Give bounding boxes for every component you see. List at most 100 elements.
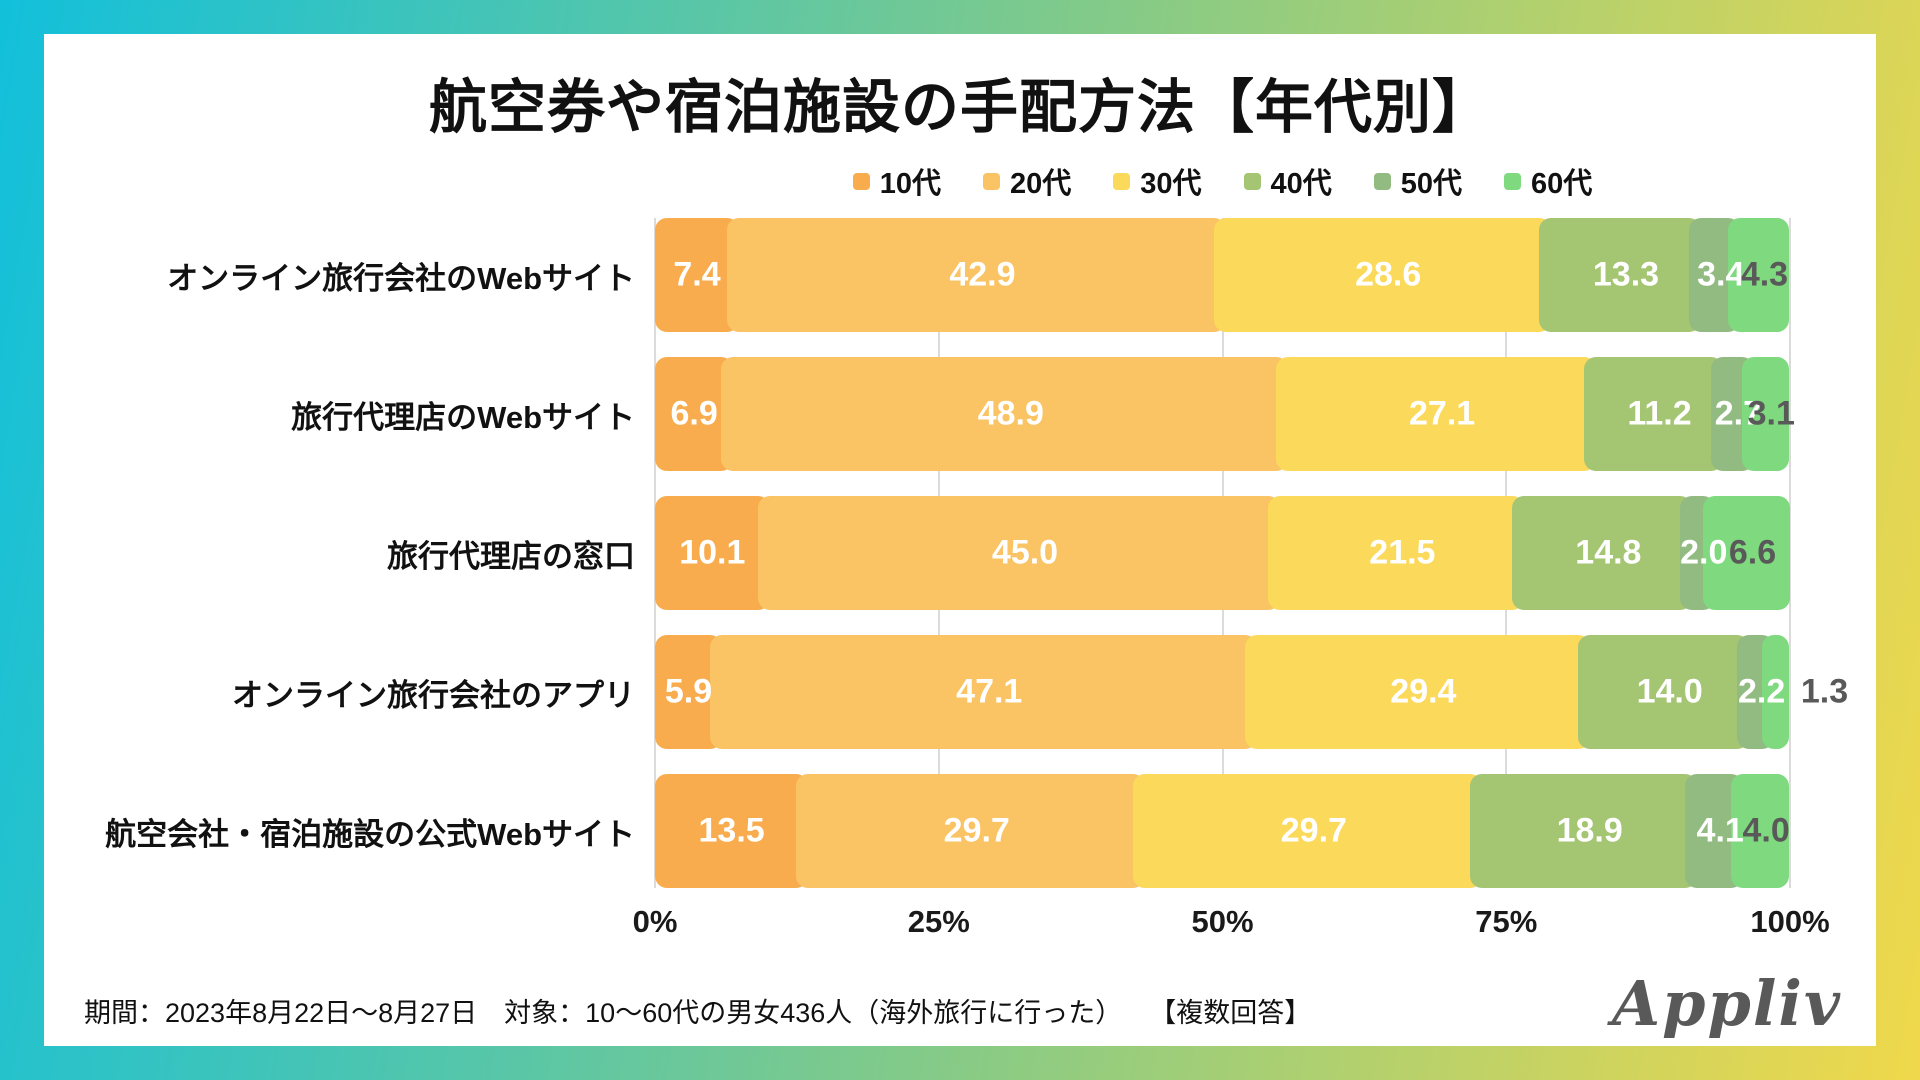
legend-swatch-icon bbox=[1373, 172, 1391, 190]
bar-segment-40代 bbox=[1538, 218, 1702, 332]
chart-row: オンライン旅行会社のアプリ 5.9 47.1 29.4 14.0 2.2 1.3 bbox=[44, 635, 1876, 749]
value-label-20代: 29.7 bbox=[943, 811, 1010, 850]
legend-item-10代: 10代 bbox=[852, 160, 941, 202]
legend-label: 50代 bbox=[1400, 168, 1463, 200]
legend-label: 20代 bbox=[1009, 168, 1072, 200]
value-label-60代: 6.6 bbox=[1728, 533, 1777, 572]
bar-segment-60代 bbox=[1741, 357, 1789, 471]
value-label-60代: 4.3 bbox=[1740, 255, 1789, 294]
bar-segment-30代 bbox=[1133, 774, 1483, 888]
chart-row: 航空会社・宿泊施設の公式Webサイト 13.5 29.7 29.7 18.9 4.1 4.0 bbox=[44, 774, 1876, 888]
chart-row: 旅行代理店の窓口 10.1 45.0 21.5 14.8 2.0 6.6 bbox=[44, 496, 1876, 610]
value-label-50代: 4.1 bbox=[1696, 811, 1744, 850]
bar-segment-40代 bbox=[1512, 496, 1693, 610]
value-label-20代: 48.9 bbox=[977, 394, 1044, 433]
bar-segment-10代 bbox=[655, 357, 734, 471]
bar-segment-20代 bbox=[796, 774, 1146, 888]
value-label-30代: 29.4 bbox=[1390, 672, 1457, 711]
value-label-20代: 47.1 bbox=[956, 672, 1023, 711]
chart-row: オンライン旅行会社のWebサイト 7.4 42.9 28.6 13.3 3.4 4.3 bbox=[44, 218, 1876, 332]
bar-segment-20代 bbox=[757, 496, 1281, 610]
bar-segment-60代 bbox=[1728, 218, 1789, 332]
bar-segment-40代 bbox=[1583, 357, 1724, 471]
category-label: オンライン旅行会社のWebサイト bbox=[167, 260, 635, 296]
value-label-10代: 13.5 bbox=[698, 811, 765, 850]
legend-item-20代: 20代 bbox=[982, 160, 1072, 202]
x-axis: 0% 25% 50% 75% 100% bbox=[633, 904, 1830, 946]
legend-label: 60代 bbox=[1531, 168, 1593, 200]
value-label-10代: 6.9 bbox=[670, 394, 718, 433]
value-label-60代: 3.1 bbox=[1747, 394, 1795, 433]
category-label: オンライン旅行会社のアプリ bbox=[232, 677, 635, 713]
bar-segment-60代 bbox=[1731, 774, 1789, 888]
category-label: 航空会社・宿泊施設の公式Webサイト bbox=[105, 816, 635, 852]
bar-segment-10代 bbox=[655, 774, 809, 888]
legend-label: 40代 bbox=[1270, 168, 1332, 200]
appliv-logo: Appliv bbox=[1612, 967, 1842, 1040]
legend-label: 30代 bbox=[1140, 168, 1202, 200]
axis-tick-75%: 75% bbox=[1475, 904, 1538, 939]
bar-segment-20代 bbox=[709, 635, 1257, 749]
category-label: 旅行代理店のWebサイト bbox=[291, 399, 635, 435]
bar-track: 13.5 29.7 29.7 18.9 4.1 4.0 bbox=[655, 774, 1790, 888]
bar-segment-30代 bbox=[1244, 635, 1591, 749]
value-label-50代: 2.7 bbox=[1714, 394, 1762, 433]
bar-rows: オンライン旅行会社のWebサイト 7.4 42.9 28.6 13.3 3.4 4.3 旅行代… bbox=[44, 218, 1876, 888]
legend-swatch-icon bbox=[1243, 172, 1261, 190]
value-label-30代: 28.6 bbox=[1355, 255, 1422, 294]
bar-segment-20代 bbox=[721, 357, 1289, 471]
legend-swatch-icon bbox=[982, 172, 1000, 190]
value-label-60代: 1.3 bbox=[1800, 672, 1849, 711]
bar-track: 5.9 47.1 29.4 14.0 2.2 1.3 bbox=[655, 635, 1848, 749]
bar-segment-30代 bbox=[1213, 218, 1551, 332]
chart-row: 旅行代理店のWebサイト 6.9 48.9 27.1 11.2 2.7 3.1 bbox=[44, 357, 1876, 471]
bar-track: 10.1 45.0 21.5 14.8 2.0 6.6 bbox=[655, 496, 1790, 610]
value-label-30代: 27.1 bbox=[1409, 394, 1476, 433]
value-label-10代: 10.1 bbox=[679, 533, 746, 572]
value-label-10代: 7.4 bbox=[673, 255, 721, 294]
legend-swatch-icon bbox=[1504, 172, 1522, 190]
value-label-20代: 42.9 bbox=[949, 255, 1016, 294]
value-label-40代: 18.9 bbox=[1556, 811, 1623, 850]
category-label: 旅行代理店の窓口 bbox=[387, 538, 635, 574]
value-label-50代: 3.4 bbox=[1697, 255, 1745, 294]
bar-segment-60代 bbox=[1762, 635, 1789, 749]
legend-label: 10代 bbox=[879, 168, 941, 200]
bar-segment-30代 bbox=[1276, 357, 1596, 471]
value-label-40代: 13.3 bbox=[1592, 255, 1660, 294]
plot-area: オンライン旅行会社のWebサイト 7.4 42.9 28.6 13.3 3.4 4.3 旅行代… bbox=[44, 218, 1876, 888]
value-label-10代: 5.9 bbox=[664, 672, 713, 711]
chart-canvas: 航空券や宿泊施設の手配方法【年代別】 10代 20代 30代 40代 50代 60代 オン… bbox=[44, 34, 1876, 1046]
legend-swatch-icon bbox=[1113, 172, 1131, 190]
legend-item-60代: 60代 bbox=[1504, 160, 1592, 202]
bar-segment-30代 bbox=[1268, 496, 1525, 610]
value-label-30代: 29.7 bbox=[1280, 811, 1347, 850]
bar-track: 6.9 48.9 27.1 11.2 2.7 3.1 bbox=[655, 357, 1795, 471]
bar-segment-10代 bbox=[655, 218, 739, 332]
value-label-20代: 45.0 bbox=[991, 533, 1059, 572]
value-label-30代: 21.5 bbox=[1369, 533, 1436, 572]
axis-tick-25%: 25% bbox=[907, 904, 970, 939]
axis-tick-0%: 0% bbox=[632, 904, 678, 939]
gridline-100% bbox=[1789, 218, 1791, 888]
value-label-50代: 2.0 bbox=[1680, 533, 1728, 572]
axis-tick-50%: 50% bbox=[1191, 904, 1254, 939]
value-label-50代: 2.2 bbox=[1737, 672, 1786, 711]
value-label-40代: 14.8 bbox=[1575, 533, 1642, 572]
value-label-40代: 14.0 bbox=[1636, 672, 1703, 711]
legend: 10代 20代 30代 40代 50代 60代 bbox=[655, 162, 1790, 200]
bar-track: 7.4 42.9 28.6 13.3 3.4 4.3 bbox=[655, 218, 1790, 332]
survey-note: 期間：2023年8月22日〜8月27日 対象：10〜60代の男女436人（海外旅… bbox=[84, 998, 1312, 1028]
legend-item-40代: 40代 bbox=[1243, 160, 1332, 202]
chart-title: 航空券や宿泊施設の手配方法【年代別】 bbox=[428, 75, 1491, 140]
legend-swatch-icon bbox=[852, 172, 870, 190]
bar-segment-10代 bbox=[655, 496, 770, 610]
value-label-40代: 11.2 bbox=[1627, 394, 1692, 433]
bar-segment-20代 bbox=[726, 218, 1226, 332]
bar-segment-60代 bbox=[1703, 496, 1790, 610]
value-label-60代: 4.0 bbox=[1742, 811, 1790, 850]
legend-item-30代: 30代 bbox=[1113, 160, 1202, 202]
legend-item-50代: 50代 bbox=[1373, 160, 1463, 202]
bar-segment-40代 bbox=[1578, 635, 1750, 749]
